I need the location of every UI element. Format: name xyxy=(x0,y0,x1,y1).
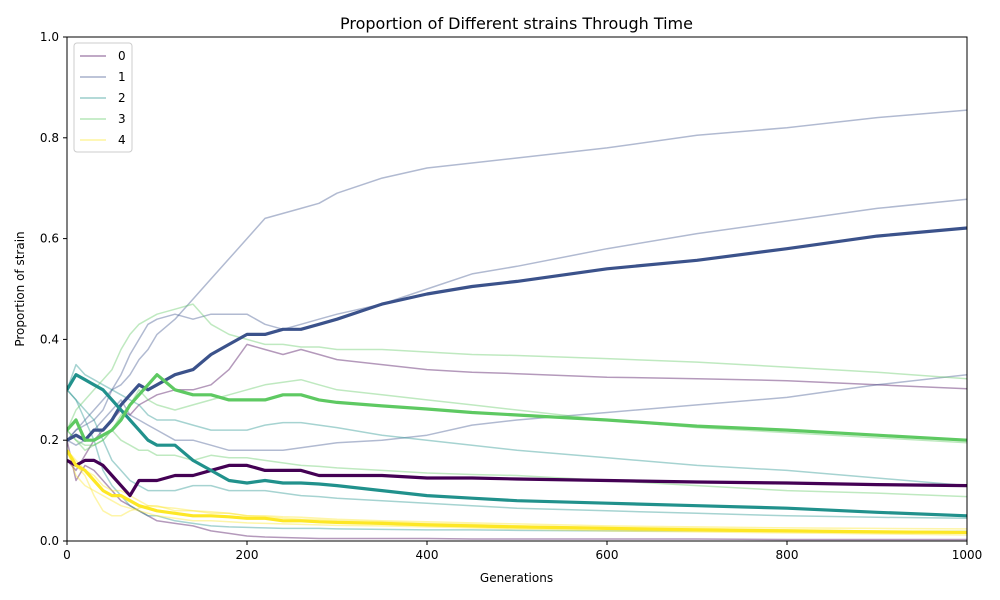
y-axis: 0.0 0.2 0.4 0.6 0.8 1.0 xyxy=(40,30,67,548)
series-mean-line-4-4 xyxy=(67,449,967,534)
legend-box xyxy=(73,42,133,153)
series-mean-line-2-2 xyxy=(67,373,967,518)
legend-label-4: 4 xyxy=(118,133,126,147)
series-run-line-2-12 xyxy=(67,389,967,533)
series-run-line-1-7 xyxy=(67,109,967,441)
legend-label-1: 1 xyxy=(118,70,126,84)
series-mean-line-1-1 xyxy=(67,226,967,442)
y-tick-label: 0.8 xyxy=(40,131,59,145)
y-tick-label: 0.2 xyxy=(40,433,59,447)
series-run-line-2-11 xyxy=(67,389,967,520)
series-run-line-3-15 xyxy=(67,429,967,498)
legend-label-2: 2 xyxy=(118,91,126,105)
series-mean-line-3-3 xyxy=(67,373,967,442)
y-axis-label: Proportion of strain xyxy=(13,231,27,346)
x-axis: 0 200 400 600 800 1000 xyxy=(63,541,982,562)
y-tick-label: 0.4 xyxy=(40,332,59,346)
chart-title: Proportion of Different strains Through … xyxy=(340,14,693,33)
y-tick-label: 0.0 xyxy=(40,534,59,548)
x-tick-label: 800 xyxy=(776,548,799,562)
series-run-line-3-14 xyxy=(67,378,967,446)
legend: 0 1 2 3 4 xyxy=(73,42,133,153)
x-tick-label: 400 xyxy=(416,548,439,562)
legend-label-3: 3 xyxy=(118,112,126,126)
series-run-line-4-16 xyxy=(67,449,967,530)
legend-label-0: 0 xyxy=(118,49,126,63)
y-tick-label: 1.0 xyxy=(40,30,59,44)
x-tick-label: 1000 xyxy=(952,548,983,562)
plot-area xyxy=(67,109,967,541)
x-axis-label: Generations xyxy=(480,571,553,585)
series-run-line-3-13 xyxy=(67,303,967,431)
y-tick-label: 0.6 xyxy=(40,232,59,246)
plot-frame xyxy=(66,36,968,542)
series-run-line-0-6 xyxy=(67,440,967,541)
x-tick-label: 600 xyxy=(596,548,619,562)
series-mean-line-0-0 xyxy=(67,458,967,498)
series-run-line-1-8 xyxy=(67,198,967,441)
x-tick-label: 200 xyxy=(236,548,259,562)
series-run-line-2-10 xyxy=(67,363,967,487)
x-tick-label: 0 xyxy=(63,548,71,562)
series-run-line-1-9 xyxy=(67,373,967,452)
series-run-line-4-17 xyxy=(67,450,967,536)
